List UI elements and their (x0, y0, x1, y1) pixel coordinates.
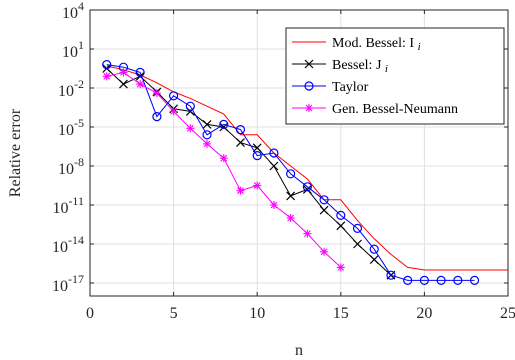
y-tick-label: 10-2 (58, 77, 84, 100)
data-point (186, 124, 195, 133)
data-point (286, 214, 295, 222)
tick-layer: 0 5 10 15 20 25 10-17 10-14 10-11 10-8 10-5 10-2 101… (52, 0, 515, 322)
data-point (286, 169, 296, 179)
legend-marker (305, 104, 313, 112)
data-point (219, 122, 229, 132)
data-point (202, 119, 212, 129)
series-2 (102, 59, 480, 285)
data-point (352, 223, 363, 233)
data-point (135, 67, 145, 78)
legend-label: Mod. Bessel: I i (332, 36, 421, 53)
data-point (236, 186, 245, 195)
plot-layer (102, 59, 508, 285)
data-point (102, 72, 111, 81)
x-tick-label: 0 (86, 305, 94, 322)
data-point (319, 195, 329, 205)
data-point (386, 270, 396, 280)
data-point (369, 255, 379, 265)
data-point (252, 151, 262, 161)
legend-item: Bessel: J i (292, 58, 388, 75)
data-point (152, 111, 162, 122)
y-tick-label: 101 (62, 38, 84, 61)
y-tick-label: 10-11 (52, 194, 84, 217)
x-axis-label: n (295, 342, 303, 359)
data-point (253, 181, 262, 190)
data-point (269, 161, 279, 171)
data-point (453, 275, 463, 285)
legend-item: Gen. Bessel-Neumann (292, 102, 458, 117)
y-tick-label: 104 (62, 0, 84, 22)
data-point (252, 143, 262, 153)
legend-item: Mod. Bessel: I i (292, 36, 421, 53)
data-point (219, 119, 229, 130)
x-tick-label: 15 (333, 305, 349, 322)
data-point (102, 59, 112, 70)
data-point (269, 201, 278, 209)
data-point (419, 275, 429, 285)
data-point (236, 138, 245, 148)
y-tick-label: 10-17 (52, 272, 84, 295)
data-point (320, 247, 329, 256)
data-point (286, 191, 296, 201)
data-point (369, 244, 379, 254)
data-point (353, 239, 362, 249)
data-point (302, 182, 312, 192)
legend-label: Taylor (332, 80, 369, 95)
data-point (219, 154, 228, 163)
x-tick-label: 25 (500, 305, 515, 322)
y-axis-label: Relative error (7, 108, 24, 197)
plot-frame (89, 9, 509, 297)
legend-item: Taylor (292, 80, 369, 95)
x-tick-label: 20 (416, 305, 432, 322)
data-point (185, 101, 195, 111)
legend-marker (304, 59, 314, 69)
y-tick-label: 10-5 (58, 116, 84, 139)
legend-label: Bessel: J i (332, 58, 388, 75)
data-point (319, 205, 329, 215)
data-point (202, 130, 212, 140)
data-point (302, 184, 312, 194)
data-point (336, 210, 346, 220)
y-tick-label: 10-14 (52, 233, 84, 256)
data-point (136, 80, 145, 89)
data-point (436, 275, 446, 285)
series-3 (102, 68, 345, 272)
data-point (235, 125, 246, 135)
legend-label: Gen. Bessel-Neumann (332, 102, 458, 117)
data-point (169, 91, 179, 101)
data-point (203, 139, 212, 148)
data-point (403, 275, 413, 285)
data-point (336, 221, 346, 231)
data-point (119, 79, 128, 89)
legend: Mod. Bessel: I i Bessel: J i Taylor Gen. Be… (285, 27, 505, 125)
legend-marker (304, 81, 314, 91)
data-point (119, 68, 128, 77)
series-line (106, 64, 475, 281)
data-point (169, 107, 178, 116)
x-tick-label: 10 (249, 305, 265, 322)
data-point (336, 263, 345, 272)
data-point (303, 229, 312, 238)
y-tick-label: 10-8 (58, 155, 84, 178)
data-point (152, 89, 161, 98)
x-tick-label: 5 (170, 305, 178, 322)
data-point (469, 275, 480, 285)
data-point (269, 148, 279, 158)
